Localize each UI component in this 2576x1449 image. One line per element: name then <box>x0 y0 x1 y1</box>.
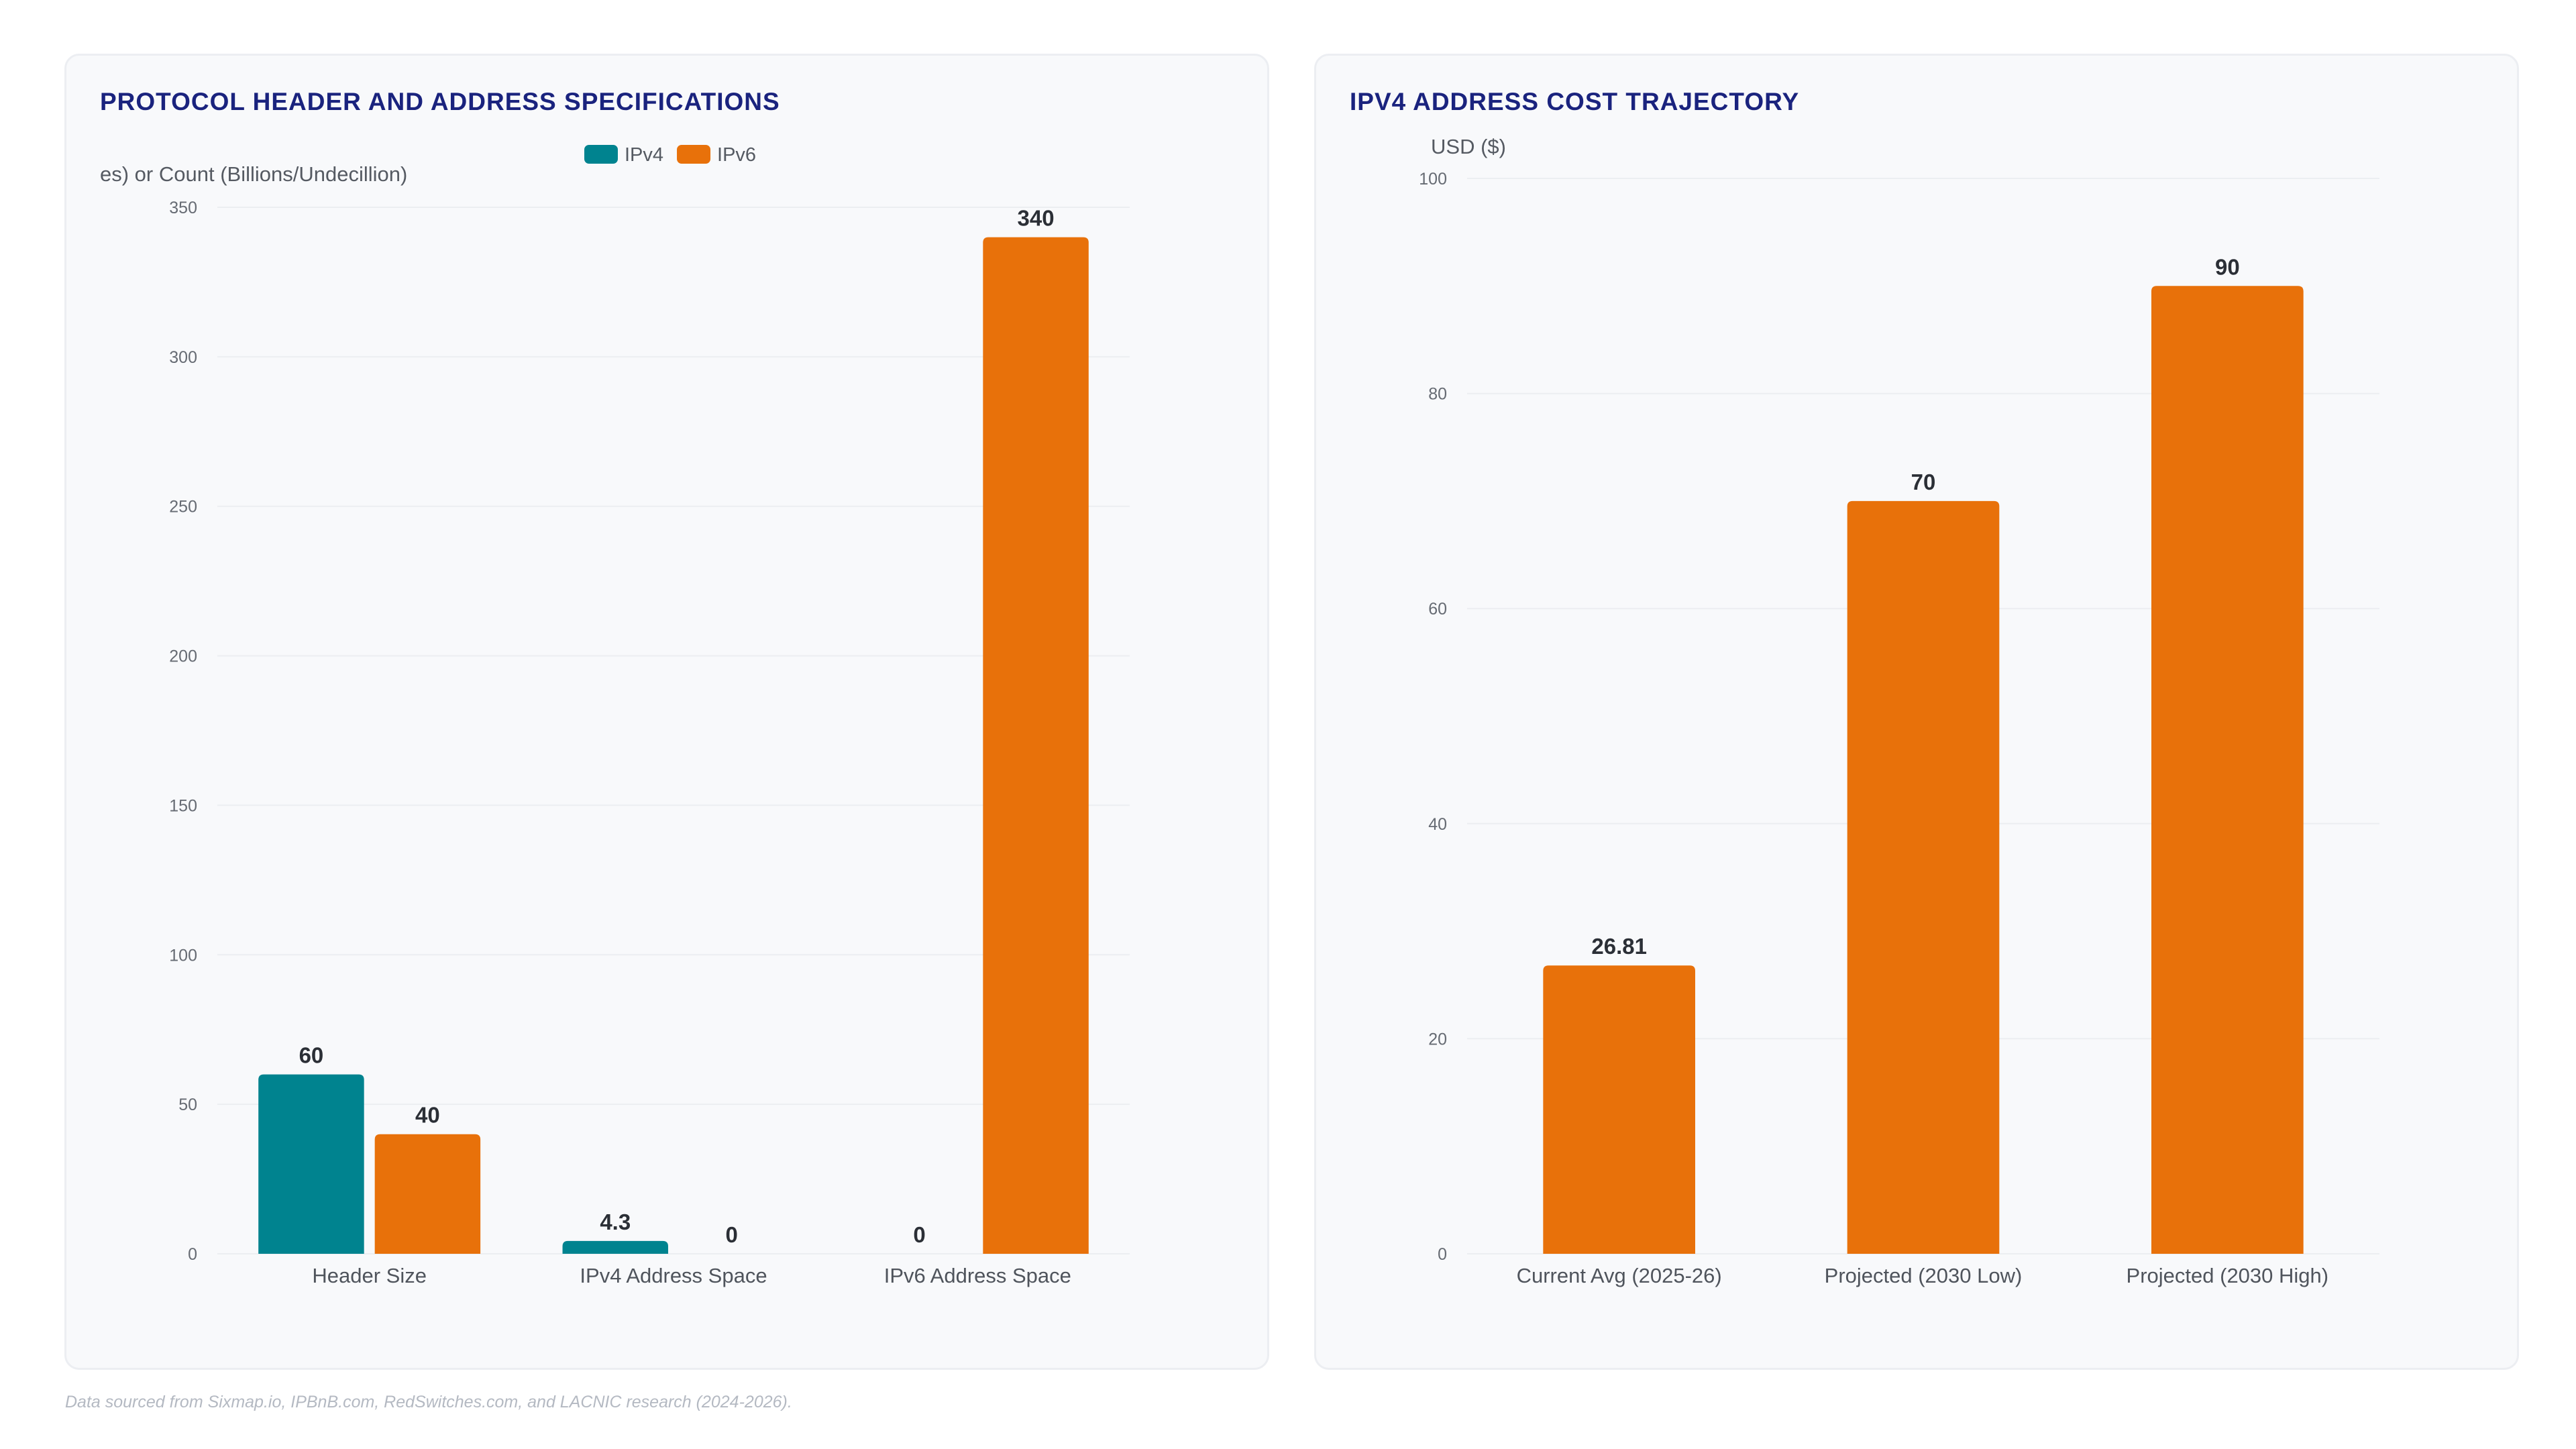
chart-title: PROTOCOL HEADER AND ADDRESS SPECIFICATIO… <box>100 88 780 115</box>
legend-swatch <box>677 145 711 164</box>
y-axis-label: es) or Count (Billions/Undecillion) <box>100 162 407 186</box>
bar <box>1543 965 1695 1254</box>
data-label: 40 <box>415 1103 440 1128</box>
data-label: 4.3 <box>600 1210 631 1234</box>
legend-label: IPv4 <box>625 144 663 166</box>
data-label: 26.81 <box>1591 934 1647 959</box>
cost-trajectory-panel: IPV4 ADDRESS COST TRAJECTORY 0 20 40 60 80 10… <box>1314 54 2519 1370</box>
y-tick-label: 0 <box>188 1245 197 1264</box>
legend-swatch <box>584 145 618 164</box>
legend-label: IPv6 <box>717 144 756 166</box>
y-tick-label: 20 <box>1428 1030 1447 1049</box>
header-specs-chart: 0 50 100 150 200 250 300 350 es) or Count (Billi… <box>100 144 1130 1287</box>
y-tick-label: 250 <box>169 498 197 517</box>
bar <box>374 1134 481 1254</box>
header-specs-panel: PROTOCOL HEADER AND ADDRESS SPECIFICATIO… <box>64 54 1269 1370</box>
x-tick-label: Current Avg (2025-26) <box>1517 1264 1722 1287</box>
bar <box>258 1074 364 1254</box>
y-tick-label: 300 <box>169 348 197 367</box>
data-label: 70 <box>1911 470 1936 494</box>
footer-source-note: Data sourced from Sixmap.io, IPBnB.com, … <box>65 1393 792 1411</box>
data-label: 0 <box>726 1222 738 1247</box>
y-tick-label: 200 <box>169 647 197 666</box>
y-tick-label: 80 <box>1428 385 1447 404</box>
y-tick-label: 60 <box>1428 600 1447 619</box>
bar <box>562 1240 668 1254</box>
chart-title: IPV4 ADDRESS COST TRAJECTORY <box>1350 88 1800 115</box>
x-tick-label: Projected (2030 High) <box>2127 1264 2329 1287</box>
bar <box>2151 286 2304 1254</box>
x-tick-label: Header Size <box>312 1264 427 1287</box>
y-tick-label: 350 <box>169 199 197 217</box>
y-tick-label: 0 <box>1438 1245 1447 1264</box>
y-tick-label: 40 <box>1428 815 1447 834</box>
x-tick-label: Projected (2030 Low) <box>1825 1264 2023 1287</box>
bar <box>1847 500 2000 1254</box>
y-tick-label: 100 <box>169 946 197 965</box>
data-label: 60 <box>299 1043 324 1068</box>
data-label: 340 <box>1018 206 1055 231</box>
x-tick-label: IPv4 Address Space <box>580 1264 767 1287</box>
cost-trajectory-chart: 0 20 40 60 80 100 USD ($) 26.81 Current Avg (202… <box>1419 135 2379 1287</box>
y-tick-label: 100 <box>1419 170 1447 189</box>
y-tick-label: 50 <box>178 1095 197 1114</box>
data-label: 0 <box>913 1222 925 1247</box>
y-tick-label: 150 <box>169 796 197 815</box>
x-tick-label: IPv6 Address Space <box>884 1264 1071 1287</box>
bar <box>983 237 1089 1254</box>
data-label: 90 <box>2215 254 2240 279</box>
y-axis-label: USD ($) <box>1431 135 1506 158</box>
